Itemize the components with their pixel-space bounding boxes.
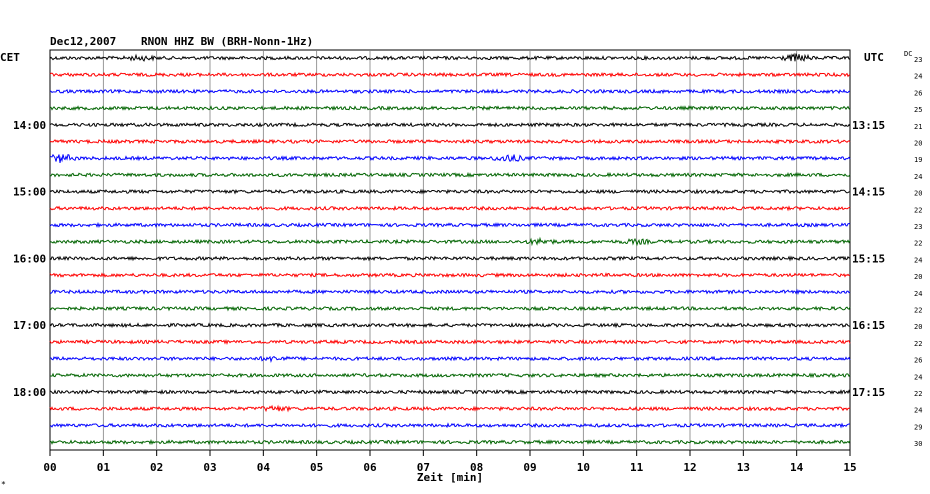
x-tick-label: 03 (203, 461, 216, 474)
header-station: RNON HHZ BW (BRH-Nonn-1Hz) (141, 35, 313, 48)
trace-line (49, 388, 851, 396)
x-tick-label: 06 (363, 461, 377, 474)
dc-value: 22 (914, 240, 922, 248)
dc-value: 26 (914, 89, 922, 97)
trace-line (49, 153, 851, 164)
dc-value: 20 (914, 323, 922, 331)
cet-label: CET (0, 51, 20, 64)
cet-time-label: 17:00 (13, 319, 46, 332)
dc-value: 20 (914, 273, 922, 281)
x-tick-label: 04 (257, 461, 271, 474)
trace-line (49, 272, 851, 278)
dc-value: 21 (914, 123, 922, 131)
trace-line (49, 71, 851, 78)
utc-time-label: 15:15 (852, 252, 885, 265)
dc-value: 20 (914, 190, 922, 198)
x-tick-label: 13 (737, 461, 750, 474)
dc-value: 24 (914, 407, 922, 415)
dc-value: 24 (914, 73, 922, 81)
header-date: Dec12,2007 (50, 35, 116, 48)
dc-value: 22 (914, 206, 922, 214)
trace-line (49, 88, 851, 95)
dc-label: DC (904, 50, 912, 58)
x-tick-label: 12 (683, 461, 696, 474)
trace-line (49, 438, 851, 446)
trace-line (49, 188, 851, 195)
x-tick-label: 02 (150, 461, 163, 474)
trace-line (49, 372, 851, 379)
x-tick-label: 05 (310, 461, 323, 474)
utc-time-label: 14:15 (852, 186, 885, 199)
x-tick-label: 10 (577, 461, 590, 474)
dc-value: 24 (914, 290, 922, 298)
cet-time-label: 14:00 (13, 119, 46, 132)
trace-line (49, 355, 851, 364)
trace-line (49, 255, 851, 262)
dc-value: 23 (914, 223, 922, 231)
x-tick-label: 08 (470, 461, 483, 474)
utc-time-label: 16:15 (852, 319, 885, 332)
trace-line (49, 121, 851, 128)
dc-value: 24 (914, 256, 922, 264)
x-tick-label: 01 (97, 461, 111, 474)
trace-line (49, 138, 851, 145)
dc-value: 20 (914, 140, 922, 148)
dc-value: 26 (914, 357, 922, 365)
trace-line (49, 404, 851, 413)
trace-line (49, 305, 851, 312)
dc-value: 22 (914, 390, 922, 398)
trace-line (49, 322, 851, 329)
x-tick-label: 11 (630, 461, 644, 474)
footnote-marker: * (1, 480, 6, 489)
dc-value: 24 (914, 173, 922, 181)
x-tick-label: 07 (417, 461, 430, 474)
x-axis-label: Zeit [min] (417, 471, 483, 484)
utc-label: UTC (864, 51, 884, 64)
plot-frame (49, 49, 851, 451)
trace-line (49, 236, 851, 247)
trace-line (49, 205, 851, 212)
dc-value: 25 (914, 106, 922, 114)
seismogram-traces (49, 52, 851, 446)
utc-time-label: 17:15 (852, 386, 885, 399)
x-tick-label: 00 (43, 461, 56, 474)
cet-time-label: 16:00 (13, 252, 46, 265)
x-tick-label: 09 (523, 461, 536, 474)
minute-gridlines (102, 50, 798, 450)
dc-values: 23 24 26 25 21 20 19 24 20 22 23 22 24 20 24 22 20 22 26 24… (914, 56, 922, 448)
trace-line (49, 221, 851, 228)
x-tick-label: 15 (843, 461, 856, 474)
cet-time-label: 18:00 (13, 386, 46, 399)
dc-value: 19 (914, 156, 922, 164)
dc-value: 22 (914, 307, 922, 315)
cet-time-label: 15:00 (13, 186, 46, 199)
trace-line (49, 422, 851, 429)
utc-time-label: 13:15 (852, 119, 885, 132)
dc-value: 24 (914, 373, 922, 381)
dc-value: 30 (914, 440, 922, 448)
trace-line (49, 105, 851, 112)
trace-line (49, 288, 851, 295)
dc-value: 22 (914, 340, 922, 348)
cet-time-labels: 14:00 15:00 16:00 17:00 18:00 (13, 119, 46, 399)
trace-line (49, 52, 851, 62)
dc-value: 29 (914, 423, 922, 431)
trace-line (49, 171, 851, 178)
x-axis-ticks: 00 01 02 03 04 05 06 07 08 09 10 11 12 13 14 15 (43, 450, 857, 474)
x-tick-label: 14 (790, 461, 804, 474)
utc-time-labels: 13:15 14:15 15:15 16:15 17:15 (852, 119, 885, 399)
dc-value: 23 (914, 56, 922, 64)
trace-line (49, 338, 851, 346)
